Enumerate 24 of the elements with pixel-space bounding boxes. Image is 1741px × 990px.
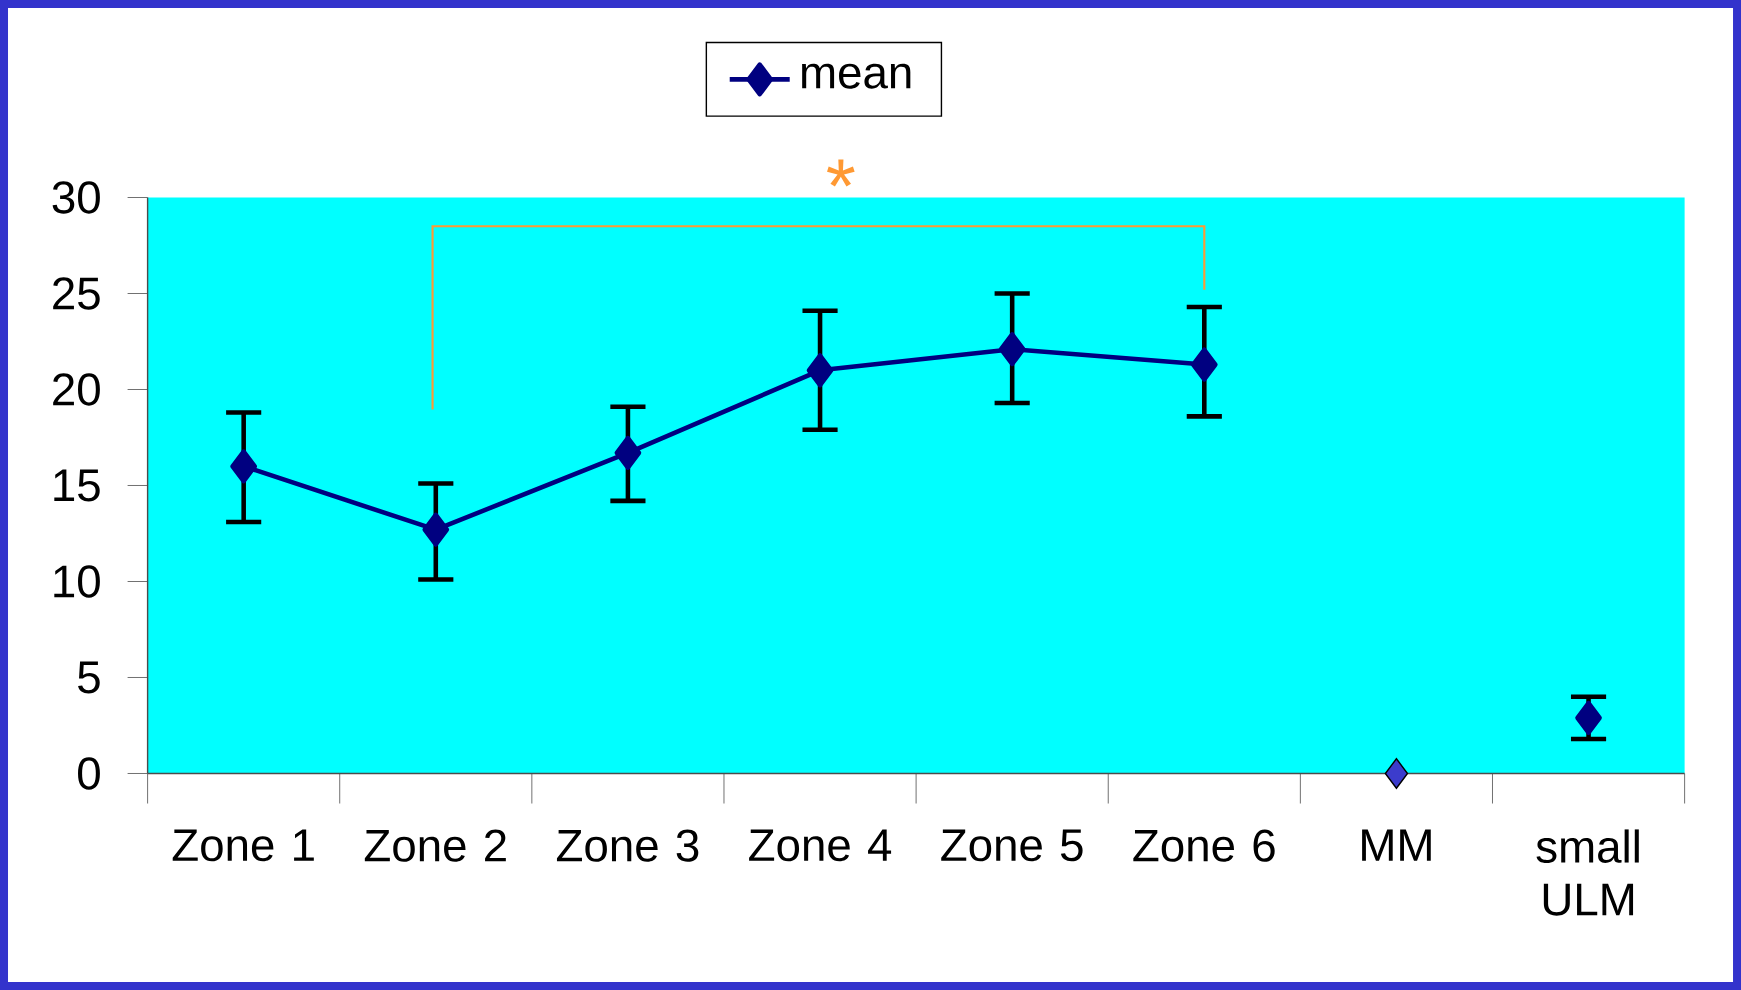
point bbox=[998, 332, 1026, 367]
y-tick-label: 15 bbox=[54, 469, 100, 502]
x-tick-label: Zone 2 bbox=[364, 829, 506, 862]
point bbox=[1575, 700, 1602, 735]
y-tick-label: 30 bbox=[52, 181, 100, 214]
x-tick-label: Zone 4 bbox=[749, 829, 892, 862]
point bbox=[422, 512, 450, 547]
x-tick-label: Zone 5 bbox=[941, 829, 1083, 862]
y-tick-label: 20 bbox=[53, 373, 100, 406]
y-tick-label: 5 bbox=[78, 661, 100, 694]
text: * bbox=[827, 159, 855, 187]
point bbox=[614, 435, 642, 470]
point bbox=[806, 353, 834, 388]
x-tick-label: Zone 1 bbox=[172, 829, 314, 862]
legend-label: mean bbox=[802, 63, 911, 89]
x-tick-label: MM bbox=[1362, 829, 1431, 861]
x-tick-label: Zone 3 bbox=[556, 829, 699, 862]
y-tick-label: 25 bbox=[53, 277, 100, 310]
x-tick-label: Zone 6 bbox=[1133, 829, 1275, 862]
point bbox=[230, 449, 258, 484]
x-tick-label: small ULM bbox=[1536, 829, 1639, 916]
y-tick-label: 10 bbox=[54, 565, 100, 598]
point bbox=[1190, 347, 1218, 382]
y-tick-label: 0 bbox=[78, 757, 100, 790]
